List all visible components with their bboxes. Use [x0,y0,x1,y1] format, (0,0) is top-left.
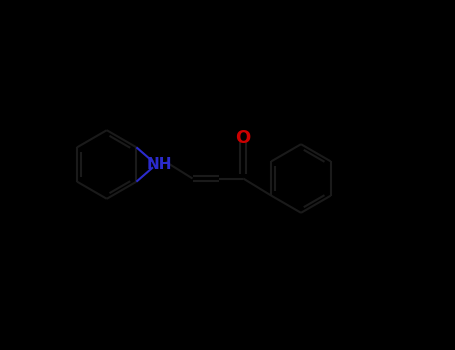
Text: O: O [236,129,251,147]
Text: NH: NH [147,157,172,172]
